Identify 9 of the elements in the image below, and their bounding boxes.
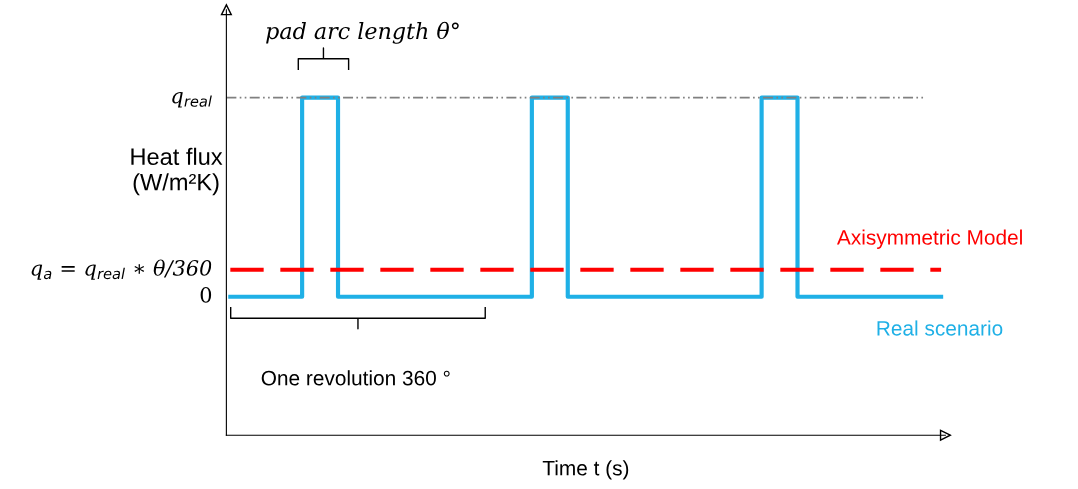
y-axis-title: Heat flux (W/m²K)	[131, 147, 223, 196]
series-label: Axisymmetric Model	[836, 229, 1022, 249]
annotation: One revolution 360 °	[261, 370, 450, 386]
x-axis-title: Time t (s)	[542, 460, 629, 480]
series-label: Real scenario	[877, 320, 1003, 336]
text: pad arc length θ°	[266, 21, 459, 44]
ref-line-label: q$_{real}$	[172, 92, 212, 108]
text: 0	[200, 287, 212, 303]
text: q$_{a}$ = q$_{real}$ ∗ θ/360	[31, 259, 212, 280]
